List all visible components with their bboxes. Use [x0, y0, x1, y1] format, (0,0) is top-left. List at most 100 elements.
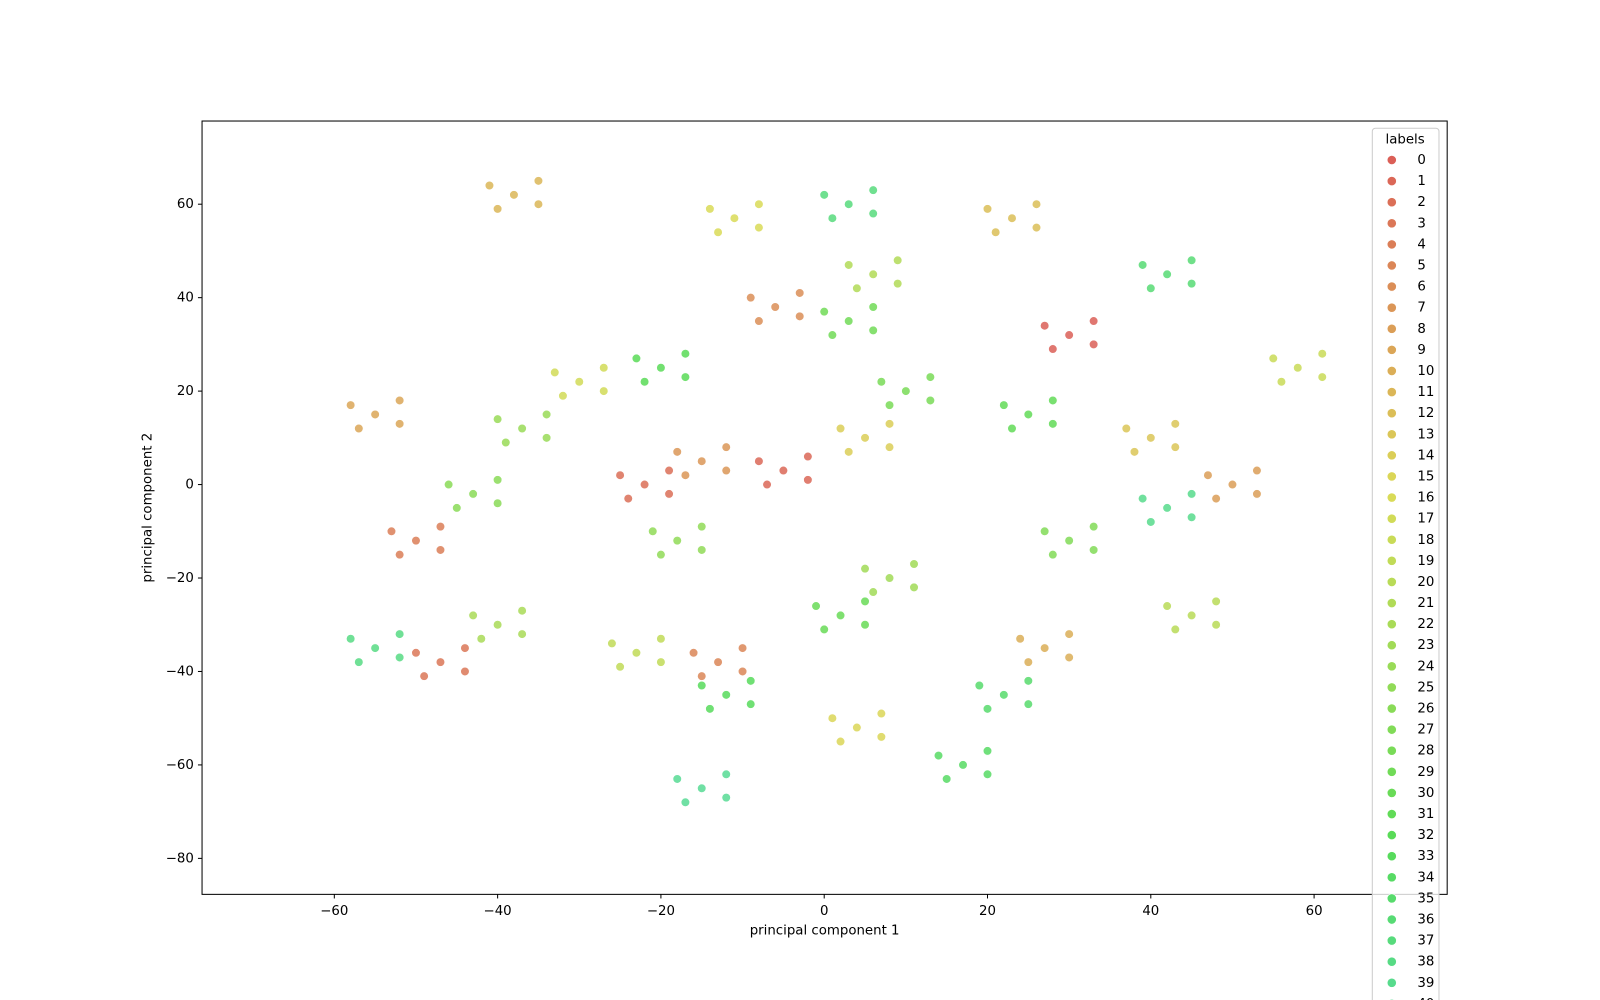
- legend-marker: [1386, 429, 1397, 440]
- legend-label: 37: [1417, 934, 1434, 949]
- legend-marker: [1386, 830, 1397, 841]
- legend-label: 14: [1417, 448, 1434, 463]
- y-axis-label: principal component 2: [141, 433, 156, 583]
- point: [925, 372, 935, 382]
- legend-label: 31: [1417, 807, 1434, 822]
- point: [1040, 526, 1050, 536]
- point: [1040, 643, 1050, 653]
- point: [827, 330, 837, 340]
- legend-marker: [1386, 471, 1397, 482]
- point: [697, 671, 707, 681]
- point: [705, 204, 715, 214]
- point: [852, 722, 862, 733]
- legend-label: 16: [1417, 491, 1434, 506]
- legend-marker: [1386, 408, 1397, 419]
- point: [844, 316, 854, 326]
- point: [517, 423, 527, 434]
- legend-marker: [1386, 450, 1397, 461]
- legend-marker: [1386, 956, 1397, 967]
- point: [664, 465, 674, 476]
- legend-label: 11: [1417, 385, 1434, 400]
- legend-label: 6: [1417, 280, 1425, 295]
- point: [656, 657, 666, 667]
- point: [1089, 545, 1099, 555]
- point: [803, 451, 813, 462]
- point: [982, 769, 993, 779]
- point: [411, 536, 421, 546]
- point: [729, 213, 740, 223]
- point: [1170, 624, 1180, 635]
- point: [754, 222, 764, 233]
- point: [533, 199, 544, 209]
- legend-label: 22: [1417, 617, 1434, 632]
- point: [982, 704, 993, 714]
- point: [1146, 433, 1156, 443]
- point: [1252, 465, 1262, 476]
- legend-marker: [1386, 640, 1397, 651]
- point: [1187, 279, 1197, 289]
- legend-marker: [1386, 281, 1397, 292]
- point: [1031, 222, 1042, 233]
- point: [942, 774, 952, 784]
- legend-marker: [1386, 260, 1397, 271]
- x-tick-label: 40: [1142, 904, 1159, 919]
- point: [484, 180, 495, 191]
- legend-label: 19: [1417, 554, 1434, 569]
- legend-marker: [1386, 513, 1397, 524]
- legend-marker: [1386, 893, 1397, 904]
- point: [746, 699, 756, 709]
- legend-marker: [1386, 302, 1397, 313]
- point: [476, 634, 486, 644]
- point: [1138, 493, 1148, 504]
- x-axis-label: principal component 1: [750, 923, 900, 938]
- legend-label: 2: [1417, 195, 1425, 210]
- point: [1040, 321, 1050, 331]
- point: [395, 550, 405, 560]
- point: [411, 648, 421, 658]
- point: [1048, 344, 1058, 354]
- point: [493, 204, 503, 214]
- point: [435, 657, 446, 667]
- legend-marker: [1386, 787, 1397, 798]
- legend-marker: [1386, 197, 1397, 208]
- point: [811, 601, 821, 611]
- legend-marker: [1386, 914, 1397, 925]
- legend-marker: [1386, 387, 1397, 397]
- legend-label: 9: [1417, 343, 1425, 358]
- point: [721, 465, 731, 476]
- point: [697, 680, 707, 691]
- point: [770, 302, 780, 312]
- point: [468, 489, 478, 499]
- point: [1089, 316, 1099, 326]
- point: [844, 447, 854, 457]
- x-tick-label: 0: [820, 904, 828, 919]
- point: [631, 353, 642, 364]
- point: [721, 793, 731, 803]
- point: [664, 489, 674, 499]
- point: [558, 391, 568, 401]
- point: [395, 652, 405, 663]
- point: [541, 433, 552, 443]
- x-tick-label: −60: [320, 904, 348, 919]
- legend-marker: [1386, 872, 1397, 883]
- point: [395, 419, 405, 429]
- plot-area: [346, 176, 1327, 807]
- point: [835, 736, 846, 747]
- legend-marker: [1386, 809, 1397, 819]
- point: [493, 498, 503, 508]
- legend-marker: [1386, 492, 1397, 503]
- point: [435, 545, 446, 555]
- legend-marker: [1386, 977, 1397, 988]
- point: [1031, 199, 1042, 209]
- point: [860, 620, 870, 630]
- legend-marker: [1386, 366, 1397, 376]
- point: [958, 760, 968, 770]
- point: [999, 400, 1009, 410]
- legend-label: 34: [1417, 870, 1434, 885]
- legend-marker: [1386, 745, 1397, 756]
- legend-marker: [1386, 619, 1397, 630]
- point: [933, 750, 944, 761]
- point: [460, 666, 470, 677]
- point: [435, 522, 446, 532]
